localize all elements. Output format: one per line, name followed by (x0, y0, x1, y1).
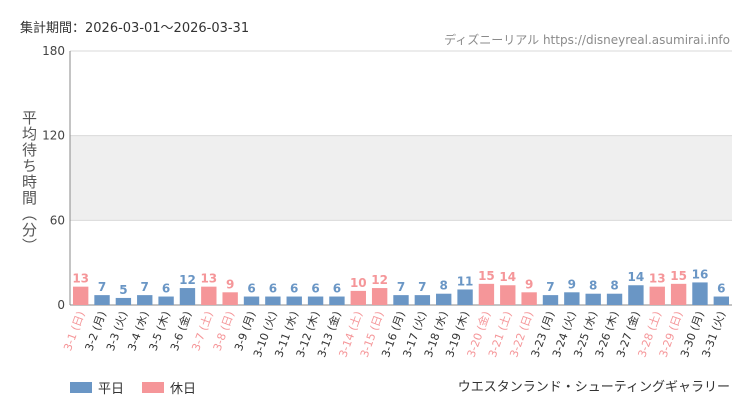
data-label: 14 (628, 270, 645, 284)
bar (201, 286, 217, 305)
attraction-name: ウエスタンランド・シューティングギャラリー (457, 380, 730, 395)
data-label: 15 (478, 269, 495, 283)
bar (371, 288, 388, 305)
bar (478, 283, 495, 305)
data-label: 16 (692, 267, 709, 281)
y-tick-label: 0 (57, 298, 65, 312)
data-label: 6 (269, 282, 277, 296)
bar (137, 295, 153, 305)
data-label: 9 (525, 277, 533, 291)
bar (500, 285, 516, 305)
data-label: 13 (200, 272, 217, 286)
data-label: 8 (440, 279, 448, 293)
data-label: 7 (397, 280, 405, 294)
source-label: ディズニーリアル https://disneyreal.asumirai.inf… (444, 33, 730, 47)
legend-swatch-holiday (142, 382, 165, 393)
data-label: 6 (162, 282, 170, 296)
legend-label-weekday: 平日 (98, 382, 125, 397)
bar (628, 285, 644, 305)
bar (436, 293, 452, 305)
bar (94, 295, 110, 305)
bar (158, 296, 174, 305)
legend-item-holiday: 休日 (142, 378, 196, 397)
bar (72, 286, 89, 305)
data-label: 12 (371, 273, 388, 287)
data-label: 15 (670, 269, 687, 283)
y-tick-label: 60 (50, 213, 65, 227)
bar (179, 288, 196, 305)
y-axis-title: 平均待ち時間（分） (20, 110, 38, 254)
shaded-band (70, 135, 732, 221)
data-label: 7 (98, 280, 106, 294)
bar (329, 296, 345, 305)
data-label: 12 (179, 273, 196, 287)
legend: 平日 休日 (70, 378, 214, 397)
bar (564, 292, 580, 305)
bar (350, 290, 366, 305)
bar (542, 295, 559, 305)
bar (286, 296, 302, 305)
bar (713, 296, 730, 305)
bar (457, 289, 473, 305)
bar (222, 292, 238, 305)
bar (115, 297, 132, 305)
bar (307, 296, 324, 305)
data-label: 9 (226, 277, 234, 291)
bar (692, 282, 708, 305)
data-label: 13 (649, 272, 666, 286)
data-label: 6 (247, 282, 255, 296)
legend-label-holiday: 休日 (170, 382, 197, 397)
data-label: 6 (333, 282, 341, 296)
data-label: 6 (717, 282, 725, 296)
bar (649, 286, 665, 305)
data-label: 7 (418, 280, 426, 294)
bar (414, 295, 431, 305)
bar (243, 296, 260, 305)
data-label: 6 (311, 282, 319, 296)
y-tick-label: 120 (42, 129, 65, 143)
bar (606, 293, 623, 305)
data-label: 8 (610, 279, 618, 293)
y-tick-label: 180 (42, 44, 65, 58)
data-label: 8 (589, 279, 597, 293)
data-label: 7 (546, 280, 554, 294)
period-label: 集計期間：2026-03-01～2026-03-31 (20, 21, 250, 36)
data-label: 11 (457, 274, 474, 288)
bar (670, 283, 687, 305)
data-label: 5 (119, 283, 127, 297)
bar (521, 292, 537, 305)
data-label: 9 (568, 277, 576, 291)
data-label: 14 (499, 270, 516, 284)
legend-item-weekday: 平日 (70, 378, 124, 397)
data-label: 6 (290, 282, 298, 296)
legend-swatch-weekday (70, 382, 92, 393)
bar (585, 293, 601, 305)
data-label: 13 (72, 272, 89, 286)
data-label: 10 (350, 276, 367, 290)
data-label: 7 (141, 280, 149, 294)
bar (265, 296, 281, 305)
bar (393, 295, 409, 305)
